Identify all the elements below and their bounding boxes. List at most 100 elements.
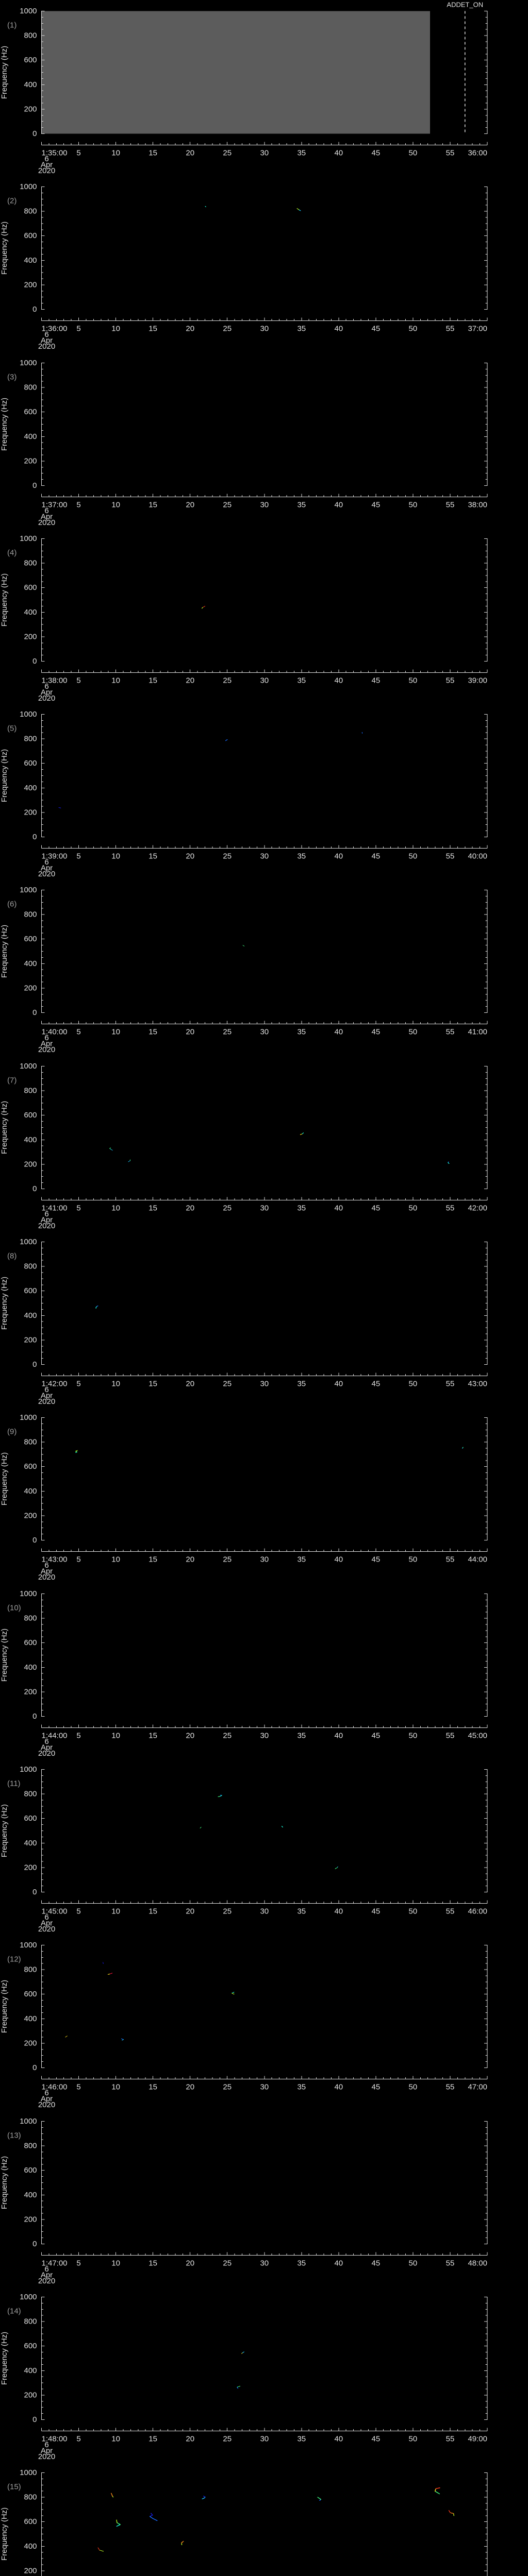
- svg-text:55: 55: [446, 1907, 455, 1916]
- svg-text:5: 5: [76, 2083, 80, 2092]
- svg-text:35: 35: [297, 325, 306, 333]
- svg-text:20: 20: [186, 2083, 194, 2092]
- svg-text:35: 35: [297, 148, 306, 157]
- svg-text:20: 20: [186, 1204, 194, 1212]
- svg-text:20: 20: [186, 2434, 194, 2443]
- svg-text:15: 15: [148, 148, 157, 157]
- svg-text:55: 55: [446, 1204, 455, 1212]
- svg-text:400: 400: [24, 1136, 37, 1144]
- svg-text:800: 800: [24, 31, 37, 40]
- svg-text:800: 800: [24, 207, 37, 216]
- svg-text:(8): (8): [7, 1252, 16, 1261]
- svg-text:2020: 2020: [38, 2276, 55, 2285]
- svg-text:50: 50: [409, 676, 418, 685]
- svg-text:30: 30: [260, 2259, 269, 2267]
- svg-text:5: 5: [76, 500, 80, 509]
- svg-text:1000: 1000: [20, 2117, 37, 2126]
- svg-text:25: 25: [223, 2083, 232, 2092]
- svg-text:200: 200: [24, 2391, 37, 2399]
- svg-text:20: 20: [186, 1028, 194, 1037]
- svg-text:30: 30: [260, 2083, 269, 2092]
- svg-text:0: 0: [32, 1888, 37, 1896]
- svg-text:2020: 2020: [38, 342, 55, 351]
- svg-text:55: 55: [446, 676, 455, 685]
- svg-text:35: 35: [297, 500, 306, 509]
- svg-text:30: 30: [260, 1731, 269, 1740]
- svg-text:10: 10: [111, 325, 120, 333]
- svg-text:25: 25: [223, 148, 232, 157]
- svg-text:55: 55: [446, 500, 455, 509]
- svg-text:50: 50: [409, 2259, 418, 2267]
- svg-text:20: 20: [186, 2259, 194, 2267]
- svg-text:35: 35: [297, 1204, 306, 1212]
- svg-text:50: 50: [409, 500, 418, 509]
- svg-text:600: 600: [24, 583, 37, 592]
- svg-text:200: 200: [24, 2567, 37, 2575]
- svg-text:40: 40: [334, 2434, 343, 2443]
- svg-text:1000: 1000: [20, 359, 37, 367]
- svg-text:400: 400: [24, 959, 37, 968]
- svg-text:0: 0: [32, 1184, 37, 1193]
- svg-text:5: 5: [76, 1204, 80, 1212]
- svg-text:5: 5: [76, 1907, 80, 1916]
- svg-text:15: 15: [148, 2434, 157, 2443]
- svg-text:30: 30: [260, 1204, 269, 1212]
- svg-text:(9): (9): [7, 1428, 16, 1436]
- svg-text:15: 15: [148, 2259, 157, 2267]
- svg-text:1000: 1000: [20, 1413, 37, 1422]
- svg-text:50: 50: [409, 1731, 418, 1740]
- svg-text:20: 20: [186, 1731, 194, 1740]
- svg-text:25: 25: [223, 1555, 232, 1564]
- svg-text:1000: 1000: [20, 2468, 37, 2477]
- svg-text:5: 5: [76, 1731, 80, 1740]
- svg-text:800: 800: [24, 910, 37, 919]
- svg-text:600: 600: [24, 2517, 37, 2526]
- svg-text:2020: 2020: [38, 1397, 55, 1406]
- svg-text:40: 40: [334, 325, 343, 333]
- svg-text:1000: 1000: [20, 1941, 37, 1950]
- svg-text:400: 400: [24, 1663, 37, 1671]
- svg-text:10: 10: [111, 1555, 120, 1564]
- svg-text:Frequency (Hz): Frequency (Hz): [0, 1804, 9, 1857]
- svg-text:ADDET_ON: ADDET_ON: [447, 1, 483, 8]
- svg-text:800: 800: [24, 1438, 37, 1447]
- svg-text:800: 800: [24, 558, 37, 567]
- svg-text:600: 600: [24, 2342, 37, 2350]
- svg-text:800: 800: [24, 383, 37, 392]
- svg-text:35: 35: [297, 1028, 306, 1037]
- svg-text:1000: 1000: [20, 1062, 37, 1071]
- svg-text:15: 15: [148, 676, 157, 685]
- svg-text:600: 600: [24, 1638, 37, 1647]
- svg-text:1000: 1000: [20, 534, 37, 543]
- svg-text:0: 0: [32, 129, 37, 138]
- svg-text:15: 15: [148, 1907, 157, 1916]
- svg-text:200: 200: [24, 456, 37, 465]
- svg-text:(3): (3): [7, 372, 16, 381]
- svg-text:20: 20: [186, 1555, 194, 1564]
- svg-text:0: 0: [32, 2240, 37, 2248]
- svg-text:200: 200: [24, 105, 37, 113]
- svg-text:15: 15: [148, 852, 157, 860]
- svg-text:40: 40: [334, 2259, 343, 2267]
- svg-text:1000: 1000: [20, 710, 37, 719]
- svg-text:(5): (5): [7, 724, 16, 733]
- svg-text:45: 45: [372, 1555, 381, 1564]
- svg-text:800: 800: [24, 1965, 37, 1974]
- svg-text:40: 40: [334, 1907, 343, 1916]
- svg-text:15: 15: [148, 1379, 157, 1388]
- svg-text:1000: 1000: [20, 1765, 37, 1774]
- svg-text:55: 55: [446, 1731, 455, 1740]
- svg-text:25: 25: [223, 500, 232, 509]
- svg-text:35: 35: [297, 1555, 306, 1564]
- svg-text:600: 600: [24, 1990, 37, 1998]
- svg-text:Frequency (Hz): Frequency (Hz): [0, 46, 9, 99]
- svg-text:200: 200: [24, 1335, 37, 1344]
- svg-text:55: 55: [446, 148, 455, 157]
- svg-text:800: 800: [24, 735, 37, 743]
- svg-text:(11): (11): [7, 1779, 21, 1788]
- svg-text:40: 40: [334, 1204, 343, 1212]
- svg-text:400: 400: [24, 608, 37, 617]
- svg-text:600: 600: [24, 935, 37, 944]
- svg-text:5: 5: [76, 325, 80, 333]
- svg-text:Frequency (Hz): Frequency (Hz): [0, 573, 9, 626]
